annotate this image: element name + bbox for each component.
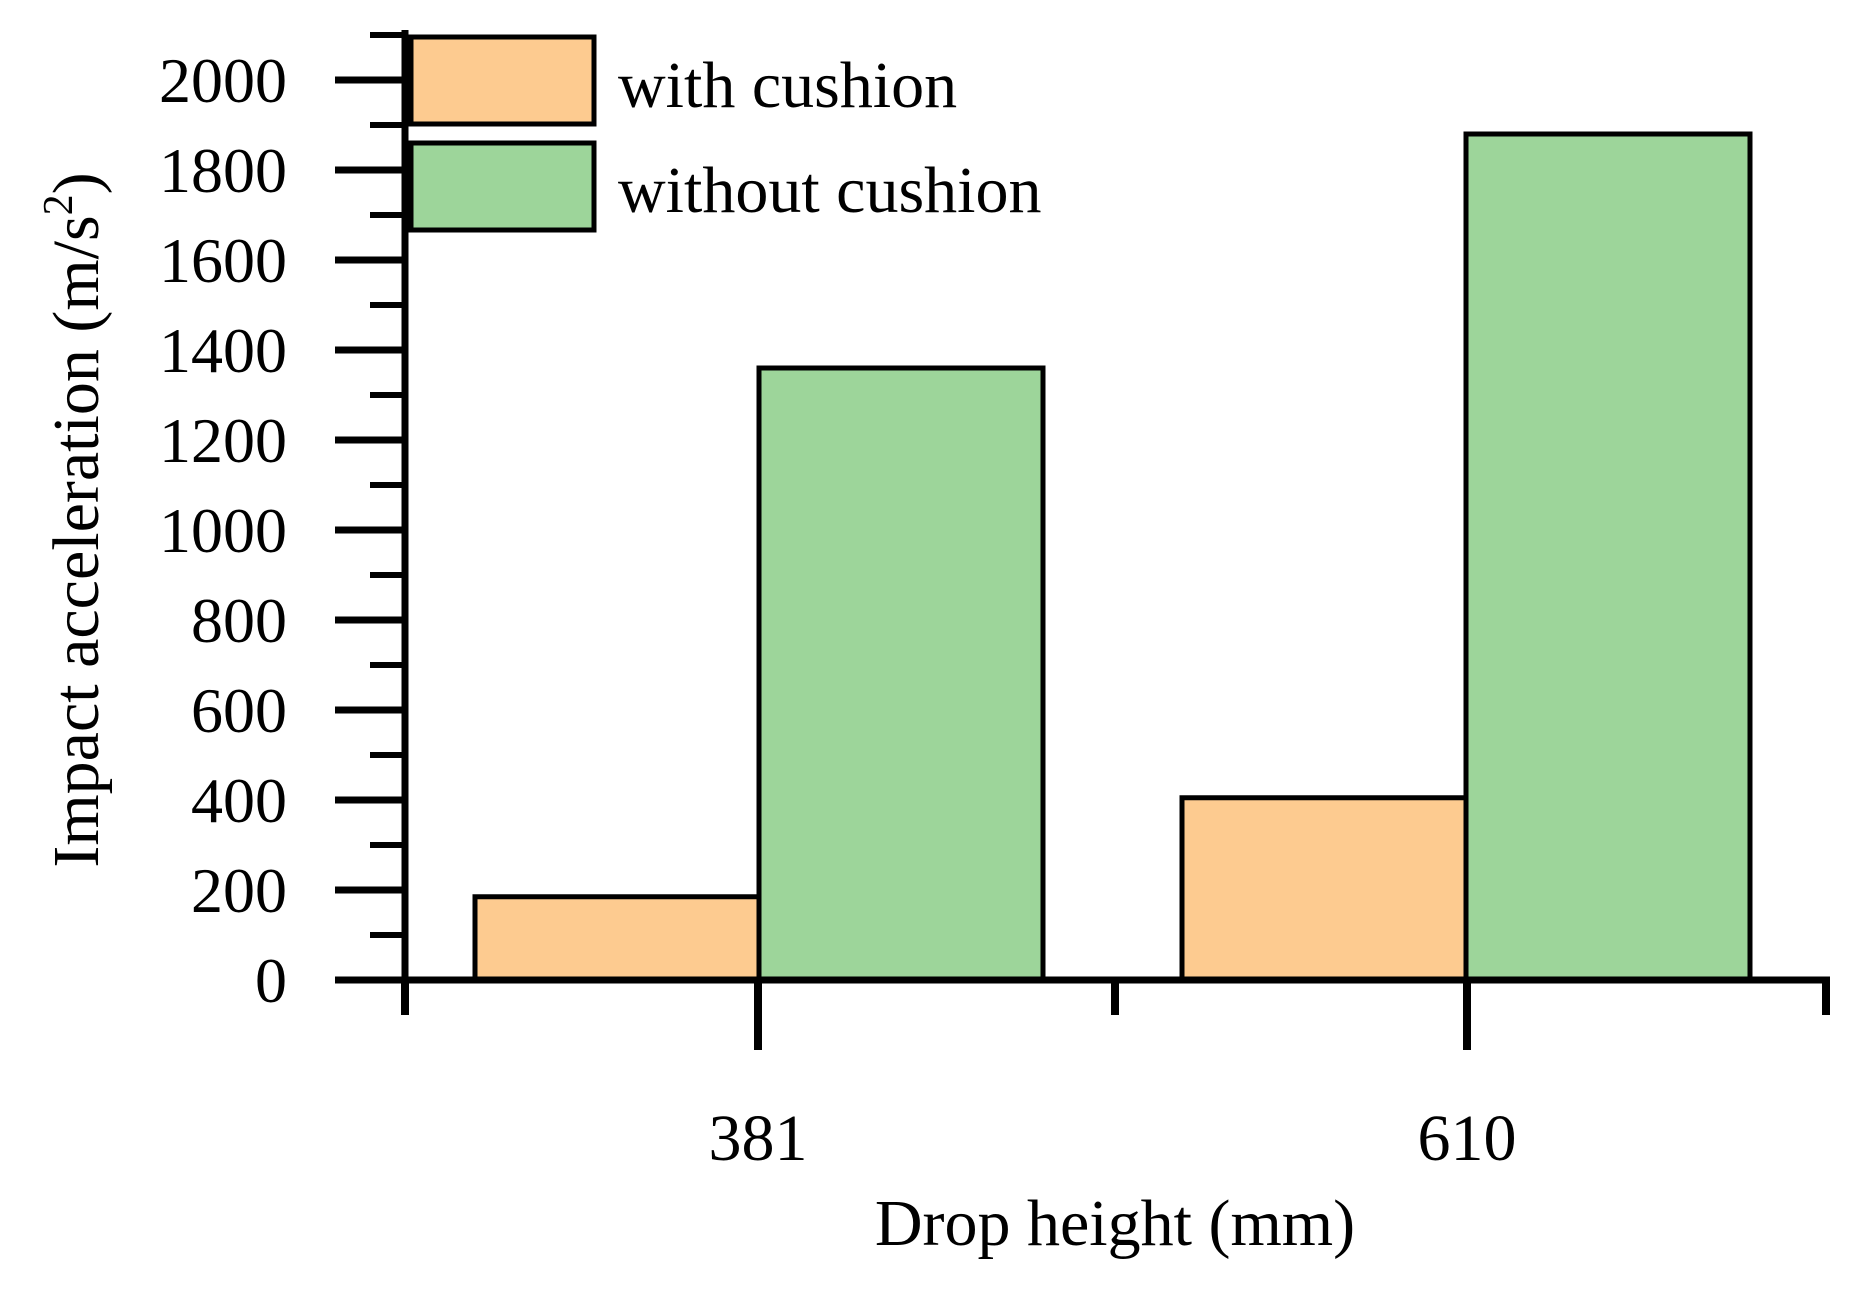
- y-axis-title-close: ): [40, 172, 113, 194]
- legend-label-without-cushion: without cushion: [618, 154, 1042, 227]
- y-axis: 0 200 400 600 800 1000 1200 1400 1600 1800 2000: [159, 30, 409, 1016]
- bars-group: [472, 131, 1753, 983]
- y-tick-label-2000: 2000: [159, 45, 287, 116]
- y-tick-label-1800: 1800: [159, 135, 287, 206]
- y-tick-label-800: 800: [191, 585, 287, 656]
- y-axis-title-superscript: 2: [36, 194, 82, 215]
- y-axis-title-main: Impact acceleration (m/s: [40, 215, 113, 867]
- y-tick-label-1200: 1200: [159, 405, 287, 476]
- x-axis: [335, 976, 1830, 1050]
- y-tick-label-400: 400: [191, 765, 287, 836]
- y-tick-label-200: 200: [191, 855, 287, 926]
- x-category-label-381: 381: [709, 1102, 808, 1175]
- legend-swatch-without-cushion: [408, 140, 597, 233]
- y-tick-label-1400: 1400: [159, 315, 287, 386]
- x-axis-title: Drop height (mm): [875, 1187, 1355, 1260]
- y-tick-label-1000: 1000: [159, 495, 287, 566]
- legend-swatch-with-cushion: [408, 34, 597, 127]
- y-tick-label-1600: 1600: [159, 225, 287, 296]
- legend: with cushion without cushion: [408, 34, 1042, 233]
- bar-with-cushion-610: [1179, 795, 1469, 983]
- y-axis-title: Impact acceleration (m/s2): [36, 172, 113, 867]
- legend-label-with-cushion: with cushion: [618, 49, 957, 122]
- bar-without-cushion-610: [1463, 131, 1753, 983]
- y-tick-label-0: 0: [255, 945, 287, 1016]
- x-category-label-610: 610: [1418, 1102, 1517, 1175]
- bar-without-cushion-381: [756, 365, 1046, 983]
- x-category-labels: 381 610: [709, 1102, 1517, 1175]
- y-tick-label-600: 600: [191, 675, 287, 746]
- bar-with-cushion-381: [472, 894, 762, 983]
